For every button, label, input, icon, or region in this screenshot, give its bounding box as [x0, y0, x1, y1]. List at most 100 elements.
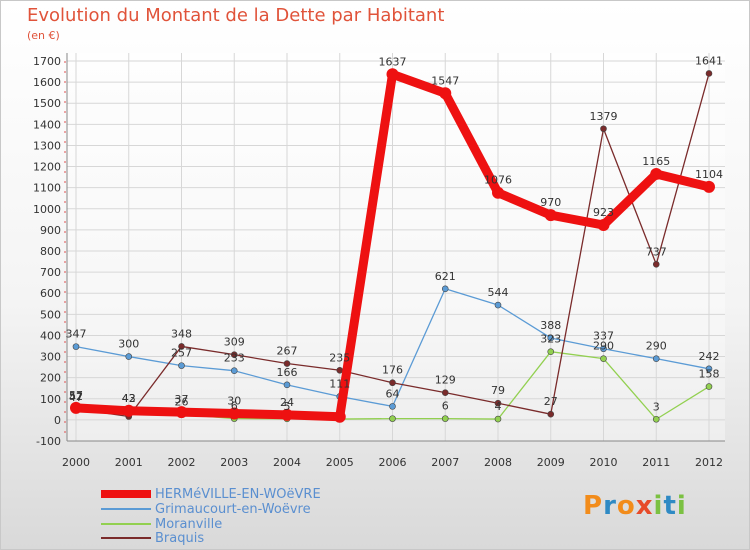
legend-label: HERMéVILLE-EN-WOëVRE — [155, 486, 321, 502]
data-point — [652, 355, 660, 362]
data-point — [72, 343, 80, 350]
data-point — [122, 404, 135, 417]
data-point — [600, 355, 607, 362]
data-point — [230, 367, 238, 375]
proxiti-logo: Proxiti — [583, 491, 687, 521]
data-point — [492, 186, 504, 199]
y-tick-label: -100 — [36, 435, 61, 448]
x-tick-label: 2012 — [695, 456, 723, 469]
data-label: 27 — [544, 395, 558, 408]
x-tick-label: 2002 — [168, 456, 196, 469]
data-label: 166 — [277, 366, 298, 379]
legend-item-grimaucourt[interactable]: Grimaucourt-en-Woëvre — [101, 501, 311, 517]
data-point — [547, 410, 555, 418]
data-label: 233 — [224, 352, 245, 365]
data-point — [281, 408, 293, 421]
data-label: 737 — [646, 245, 667, 258]
logo-letter: i — [676, 491, 687, 521]
logo-letter: x — [635, 491, 654, 521]
data-point — [703, 180, 715, 193]
y-tick-label: 1500 — [33, 97, 61, 110]
data-label: 242 — [699, 350, 720, 363]
data-label: 1641 — [695, 54, 723, 67]
data-label: 290 — [646, 340, 667, 353]
data-point — [600, 125, 607, 133]
data-label: 337 — [593, 330, 614, 343]
y-tick-label: 1400 — [33, 118, 61, 131]
data-label: 52 — [69, 390, 83, 403]
y-tick-label: 1200 — [33, 161, 61, 174]
data-label: 235 — [329, 351, 350, 364]
data-point — [125, 353, 133, 360]
data-label: 348 — [171, 327, 192, 340]
chart-unit: (en €) — [27, 29, 60, 42]
legend-label: Moranville — [155, 516, 223, 532]
y-tick-label: 1000 — [33, 203, 61, 216]
data-point — [441, 415, 449, 422]
data-point — [336, 366, 344, 374]
x-tick-label: 2005 — [326, 456, 354, 469]
y-tick-label: 700 — [40, 266, 61, 279]
y-tick-label: 900 — [40, 224, 61, 237]
data-point — [441, 285, 449, 293]
data-label: 5 — [284, 400, 291, 413]
data-point — [547, 334, 555, 342]
logo-letter: r — [603, 491, 617, 521]
legend-swatch — [101, 490, 151, 498]
data-label: 26 — [175, 395, 189, 408]
x-tick-label: 2009 — [537, 456, 565, 469]
plot-area — [67, 53, 725, 441]
data-point — [494, 301, 502, 309]
data-point — [283, 360, 291, 367]
legend-item-braquis[interactable]: Braquis — [101, 531, 204, 546]
y-tick-label: 200 — [40, 372, 61, 385]
data-point — [600, 345, 607, 353]
data-point — [230, 351, 238, 358]
x-tick-label: 2008 — [484, 456, 512, 469]
chart-title: Evolution du Montant de la Dette par Hab… — [27, 5, 445, 26]
y-tick-label: 300 — [40, 351, 61, 364]
x-tick-label: 2007 — [431, 456, 459, 469]
data-point — [228, 407, 241, 420]
legend-item-hermeville[interactable]: HERMéVILLE-EN-WOëVRE — [101, 486, 321, 502]
y-tick-label: 600 — [40, 287, 61, 300]
data-label: 6 — [442, 400, 449, 413]
y-tick-label: 100 — [40, 393, 61, 406]
data-label: 1637 — [379, 55, 407, 68]
data-label: 1104 — [695, 168, 723, 181]
data-label: 79 — [491, 384, 505, 397]
x-tick-label: 2010 — [590, 456, 618, 469]
data-label: 64 — [386, 387, 400, 400]
data-point — [178, 362, 185, 369]
data-label: 158 — [699, 368, 720, 381]
data-point — [283, 381, 291, 389]
logo-letter: o — [616, 491, 636, 521]
x-tick-label: 2011 — [642, 456, 670, 469]
data-label: 970 — [540, 196, 561, 209]
legend-item-moranville[interactable]: Moranville — [101, 516, 223, 532]
x-tick-label: 2006 — [379, 456, 407, 469]
y-tick-label: 1600 — [33, 76, 61, 89]
data-point — [494, 399, 502, 407]
data-point — [705, 70, 713, 77]
data-label: 42 — [122, 392, 136, 405]
y-tick-label: 800 — [40, 245, 61, 258]
logo-letter: P — [583, 491, 604, 521]
data-label: 290 — [593, 340, 614, 353]
y-tick-label: 1300 — [33, 139, 61, 152]
data-label: 309 — [224, 336, 245, 349]
data-label: 267 — [277, 345, 298, 358]
y-tick-label: 400 — [40, 329, 61, 342]
data-label: 347 — [66, 328, 87, 341]
data-label: 111 — [329, 377, 350, 390]
data-label: 176 — [382, 364, 403, 377]
legend-label: Grimaucourt-en-Woëvre — [155, 501, 311, 517]
legend-swatch — [101, 523, 151, 525]
data-label: 129 — [435, 374, 456, 387]
data-point — [705, 365, 713, 373]
data-label: 30 — [227, 395, 241, 408]
data-label: 1165 — [642, 155, 670, 168]
data-point — [389, 415, 396, 422]
